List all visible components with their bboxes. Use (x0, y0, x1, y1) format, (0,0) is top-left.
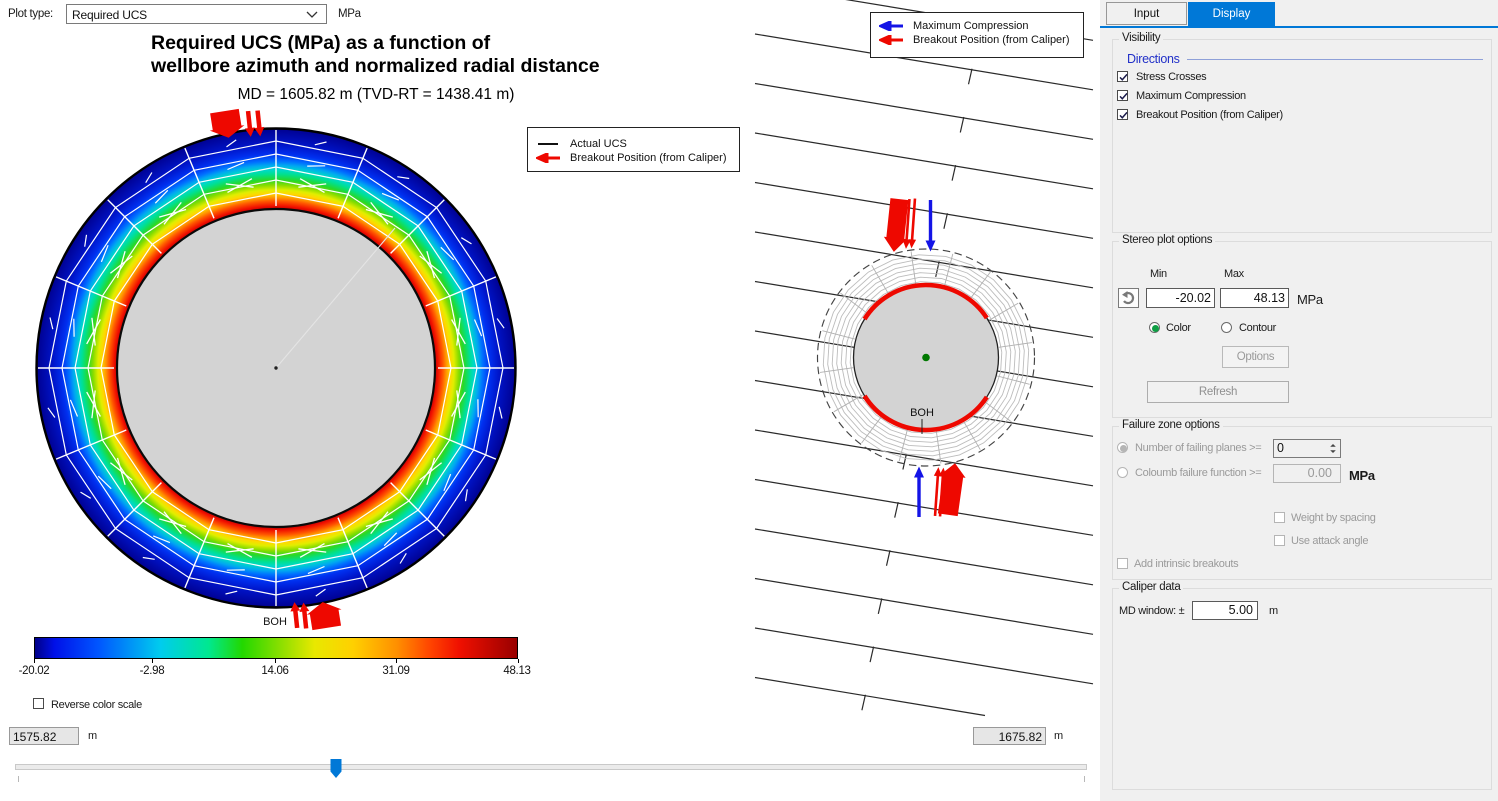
svg-text:BOH: BOH (910, 407, 934, 419)
svg-text:BOH: BOH (263, 616, 287, 628)
